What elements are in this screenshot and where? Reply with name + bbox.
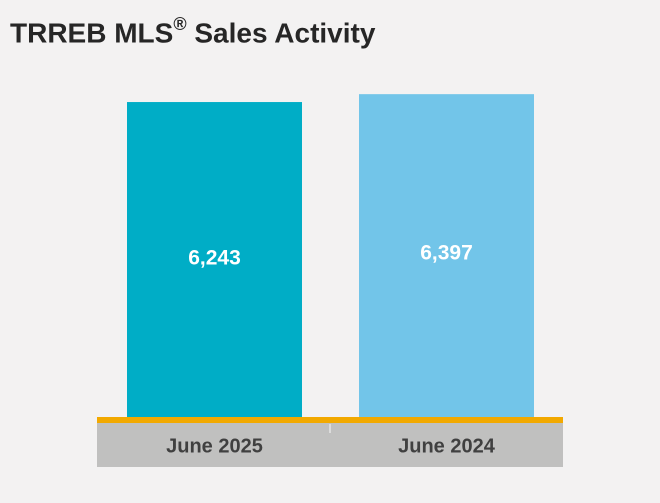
chart-title: TRREB MLS® Sales Activity [10, 14, 376, 49]
bar-june-2024 [359, 94, 534, 422]
chart-title-rest: Sales Activity [186, 17, 376, 49]
bar-june-2025 [127, 102, 302, 422]
registered-mark: ® [173, 14, 187, 34]
category-tick-label: June 2024 [398, 435, 496, 457]
category-tick-label: June 2025 [166, 435, 263, 457]
value-label: 6,397 [420, 242, 473, 265]
chart-title-main: TRREB MLS [10, 17, 174, 49]
x-axis-line [97, 417, 563, 423]
value-label: 6,243 [188, 247, 241, 270]
